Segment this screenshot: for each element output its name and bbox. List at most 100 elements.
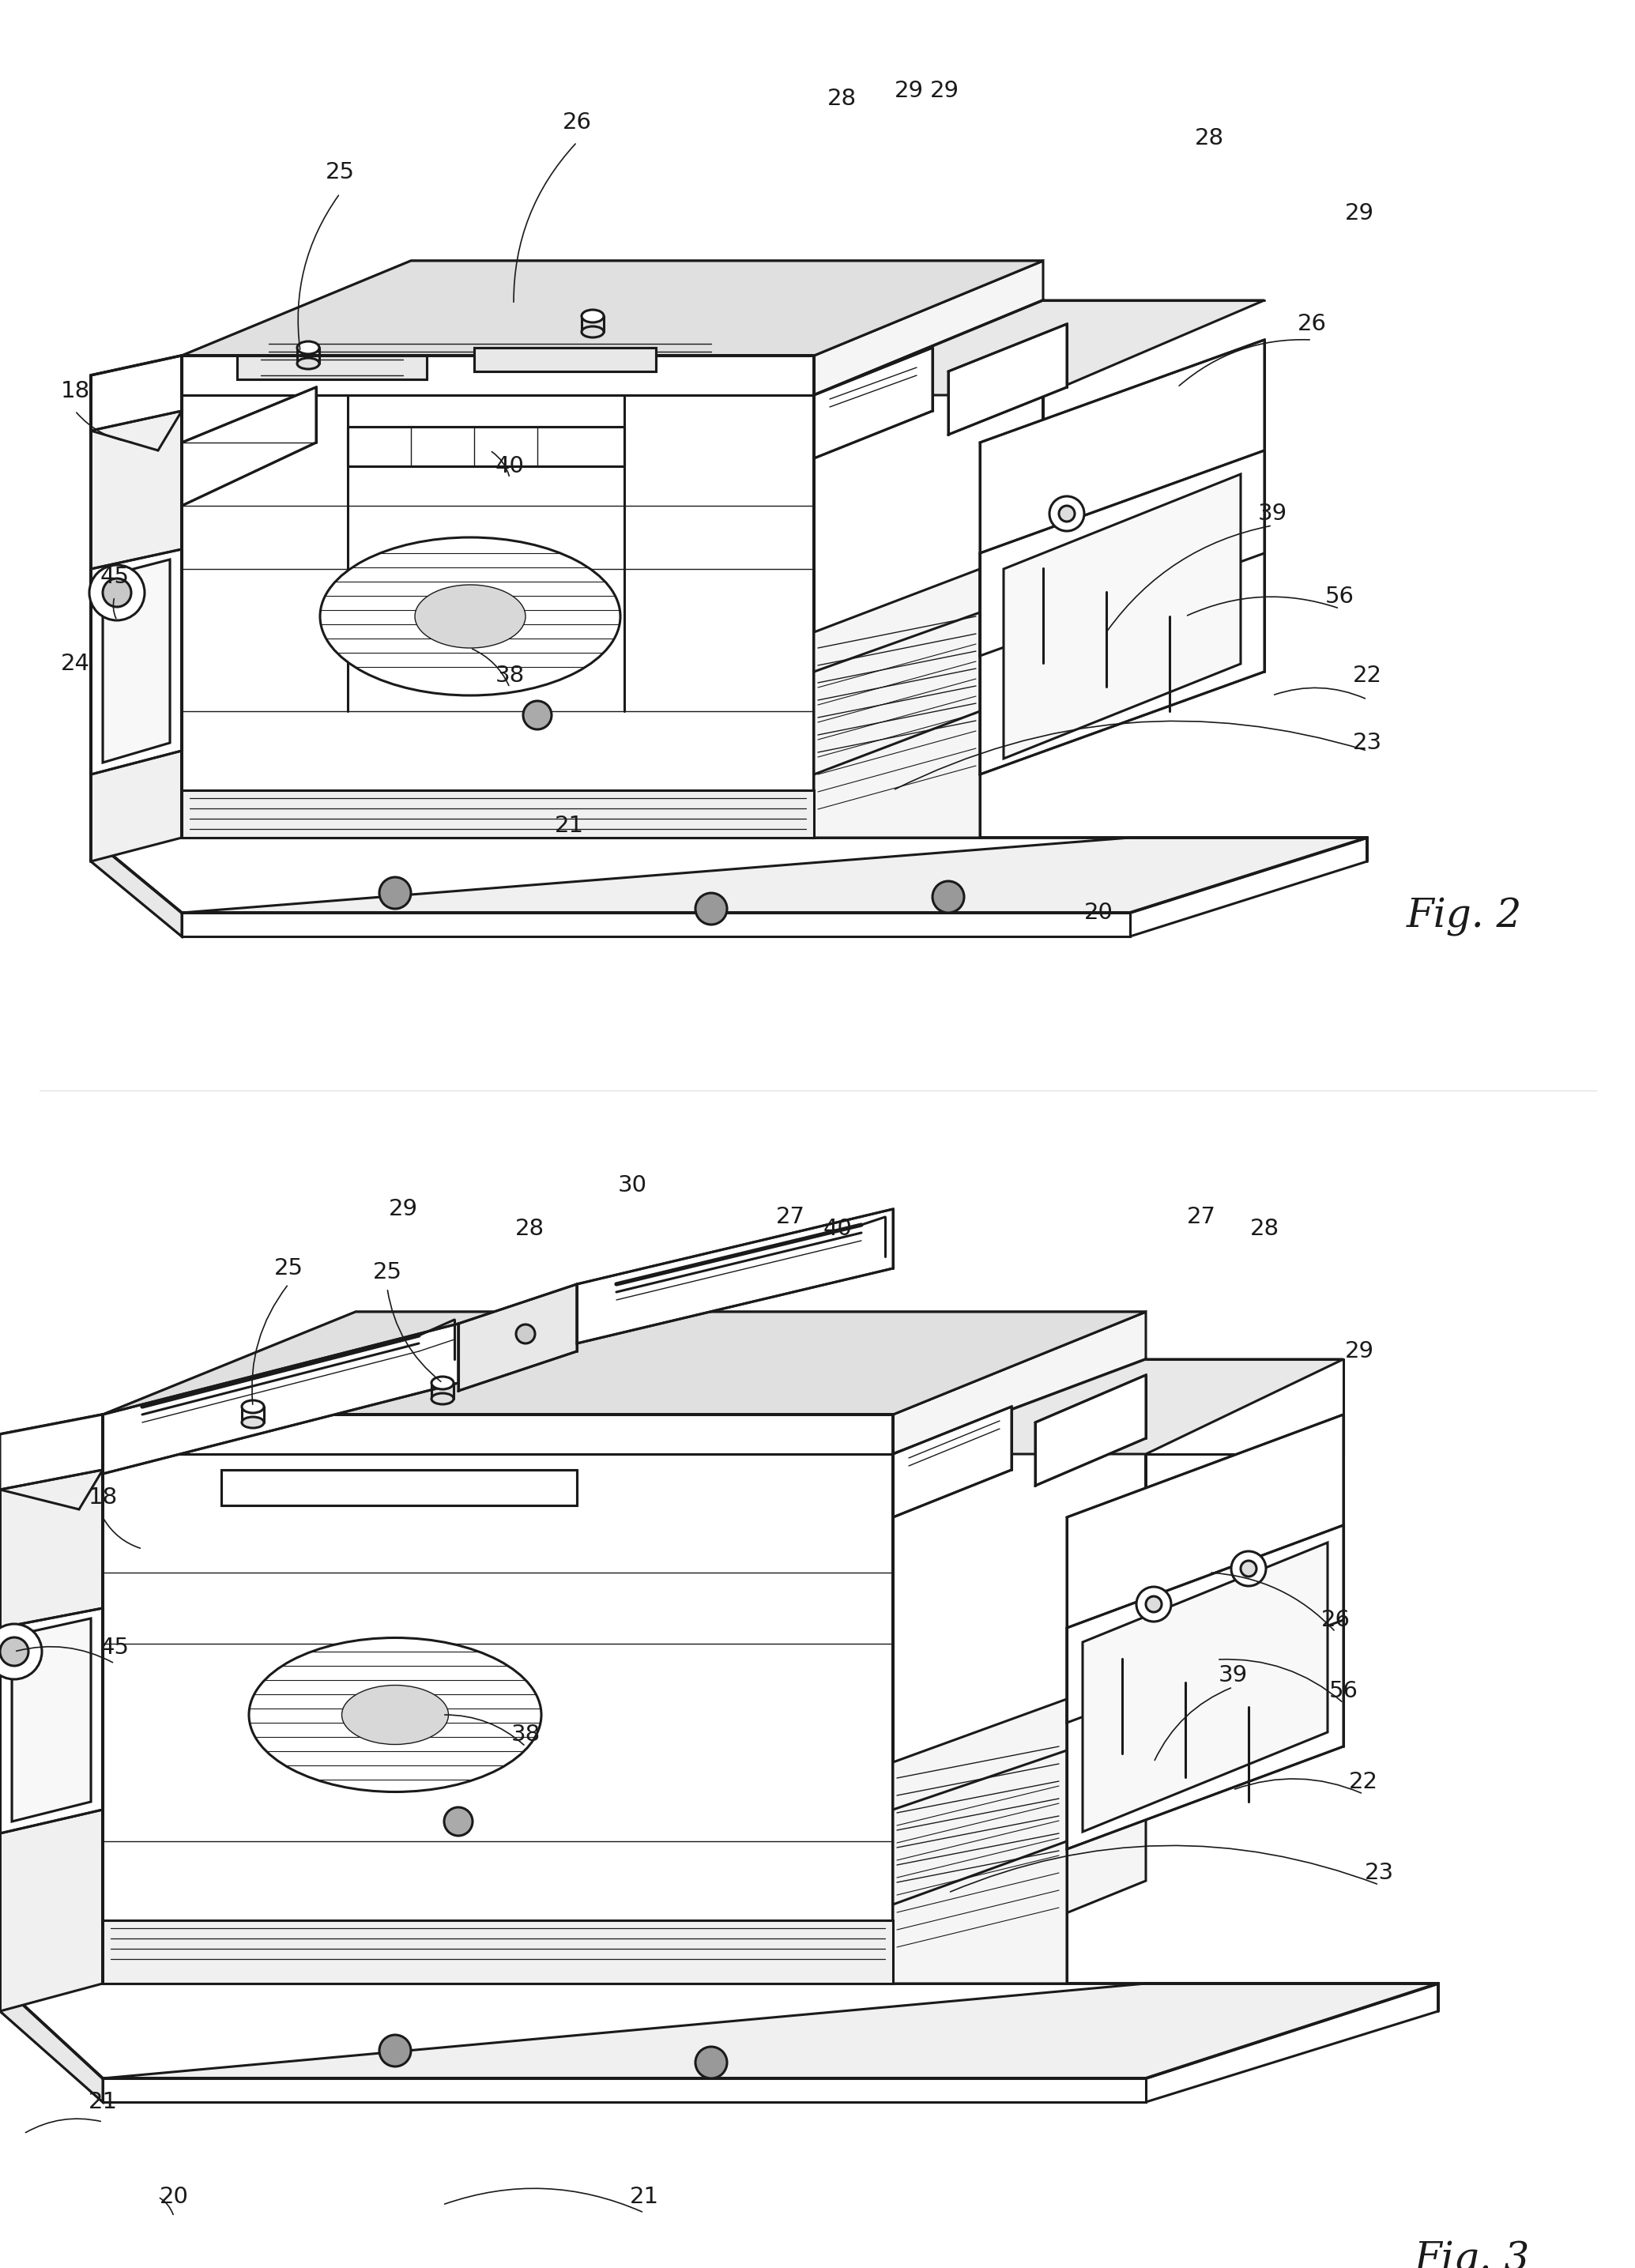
Polygon shape: [181, 261, 1043, 356]
Polygon shape: [92, 356, 181, 862]
Text: 39: 39: [1218, 1665, 1248, 1687]
Ellipse shape: [432, 1377, 453, 1390]
Polygon shape: [893, 1311, 1146, 1984]
Text: 23: 23: [1352, 733, 1382, 753]
Polygon shape: [474, 347, 656, 372]
Polygon shape: [348, 426, 625, 467]
Text: 29: 29: [894, 79, 924, 102]
Text: 18: 18: [88, 1486, 118, 1508]
Polygon shape: [181, 912, 1130, 937]
Text: 40: 40: [822, 1218, 852, 1241]
Text: 27: 27: [1187, 1207, 1216, 1227]
Circle shape: [103, 578, 131, 608]
Polygon shape: [181, 789, 814, 837]
Polygon shape: [103, 1415, 893, 1984]
Polygon shape: [237, 356, 427, 379]
Text: 38: 38: [510, 1724, 540, 1746]
Polygon shape: [979, 451, 1264, 773]
Circle shape: [523, 701, 551, 730]
Text: 29: 29: [930, 79, 960, 102]
Polygon shape: [0, 1608, 103, 1833]
Polygon shape: [1082, 1542, 1328, 1833]
Polygon shape: [1004, 474, 1241, 758]
Polygon shape: [0, 1984, 1439, 2102]
Text: 38: 38: [495, 665, 525, 687]
Ellipse shape: [249, 1637, 541, 1792]
Text: 45: 45: [100, 1637, 129, 1658]
Text: 21: 21: [629, 2186, 659, 2209]
Polygon shape: [1066, 1415, 1344, 1724]
Text: 18: 18: [60, 381, 90, 401]
Circle shape: [1146, 1597, 1161, 1613]
Polygon shape: [103, 1311, 1146, 1415]
Polygon shape: [893, 1359, 1146, 1905]
Circle shape: [379, 2034, 410, 2066]
Polygon shape: [181, 388, 316, 506]
Circle shape: [445, 1808, 473, 1835]
Circle shape: [379, 878, 410, 909]
Polygon shape: [1066, 1524, 1344, 1848]
Text: 20: 20: [1084, 903, 1113, 923]
Text: 21: 21: [554, 814, 584, 837]
Polygon shape: [92, 356, 181, 431]
Ellipse shape: [242, 1418, 263, 1429]
Polygon shape: [814, 569, 979, 773]
Polygon shape: [458, 1284, 577, 1390]
Text: 20: 20: [159, 2186, 188, 2209]
Circle shape: [695, 2046, 728, 2077]
Text: 40: 40: [495, 456, 525, 476]
Ellipse shape: [342, 1685, 448, 1744]
Polygon shape: [0, 1415, 103, 2012]
Ellipse shape: [298, 358, 319, 370]
Polygon shape: [979, 340, 1264, 655]
Text: 25: 25: [273, 1256, 302, 1279]
Text: 28: 28: [1249, 1218, 1279, 1241]
Polygon shape: [1035, 1374, 1146, 1486]
Circle shape: [1241, 1560, 1256, 1576]
Polygon shape: [814, 299, 1043, 767]
Text: 21: 21: [88, 2091, 118, 2114]
Circle shape: [1231, 1551, 1265, 1585]
Polygon shape: [103, 1311, 1146, 1415]
Text: 22: 22: [1352, 665, 1382, 687]
Polygon shape: [103, 1415, 893, 1454]
Text: 25: 25: [325, 161, 355, 184]
Polygon shape: [181, 837, 1367, 912]
Text: 39: 39: [1257, 503, 1287, 524]
Circle shape: [90, 565, 144, 621]
Circle shape: [0, 1624, 43, 1678]
Text: 25: 25: [373, 1261, 402, 1284]
Ellipse shape: [415, 585, 525, 649]
Ellipse shape: [582, 327, 603, 338]
Polygon shape: [103, 2077, 1146, 2102]
Ellipse shape: [242, 1399, 263, 1413]
Text: 29: 29: [1344, 1340, 1373, 1363]
Polygon shape: [814, 347, 932, 458]
Polygon shape: [92, 549, 181, 773]
Ellipse shape: [582, 311, 603, 322]
Circle shape: [1136, 1588, 1171, 1622]
Polygon shape: [814, 261, 1043, 837]
Ellipse shape: [432, 1393, 453, 1404]
Circle shape: [1059, 506, 1074, 522]
Text: 28: 28: [1195, 127, 1223, 150]
Text: 26: 26: [1297, 313, 1326, 336]
Text: 28: 28: [515, 1218, 544, 1241]
Text: 56: 56: [1329, 1681, 1359, 1703]
Text: 26: 26: [1321, 1608, 1351, 1631]
Ellipse shape: [320, 538, 620, 696]
Text: 45: 45: [100, 565, 129, 587]
Polygon shape: [181, 356, 814, 837]
Text: 23: 23: [1364, 1862, 1393, 1885]
Circle shape: [517, 1325, 535, 1343]
Polygon shape: [181, 356, 814, 395]
Polygon shape: [221, 1470, 577, 1506]
Polygon shape: [893, 1359, 1344, 1454]
Circle shape: [1050, 497, 1084, 531]
Polygon shape: [103, 1921, 893, 1984]
Ellipse shape: [298, 342, 319, 354]
Text: Fig. 2: Fig. 2: [1406, 898, 1522, 937]
Text: 24: 24: [60, 653, 90, 676]
Text: 26: 26: [562, 111, 592, 134]
Text: 22: 22: [1349, 1771, 1378, 1794]
